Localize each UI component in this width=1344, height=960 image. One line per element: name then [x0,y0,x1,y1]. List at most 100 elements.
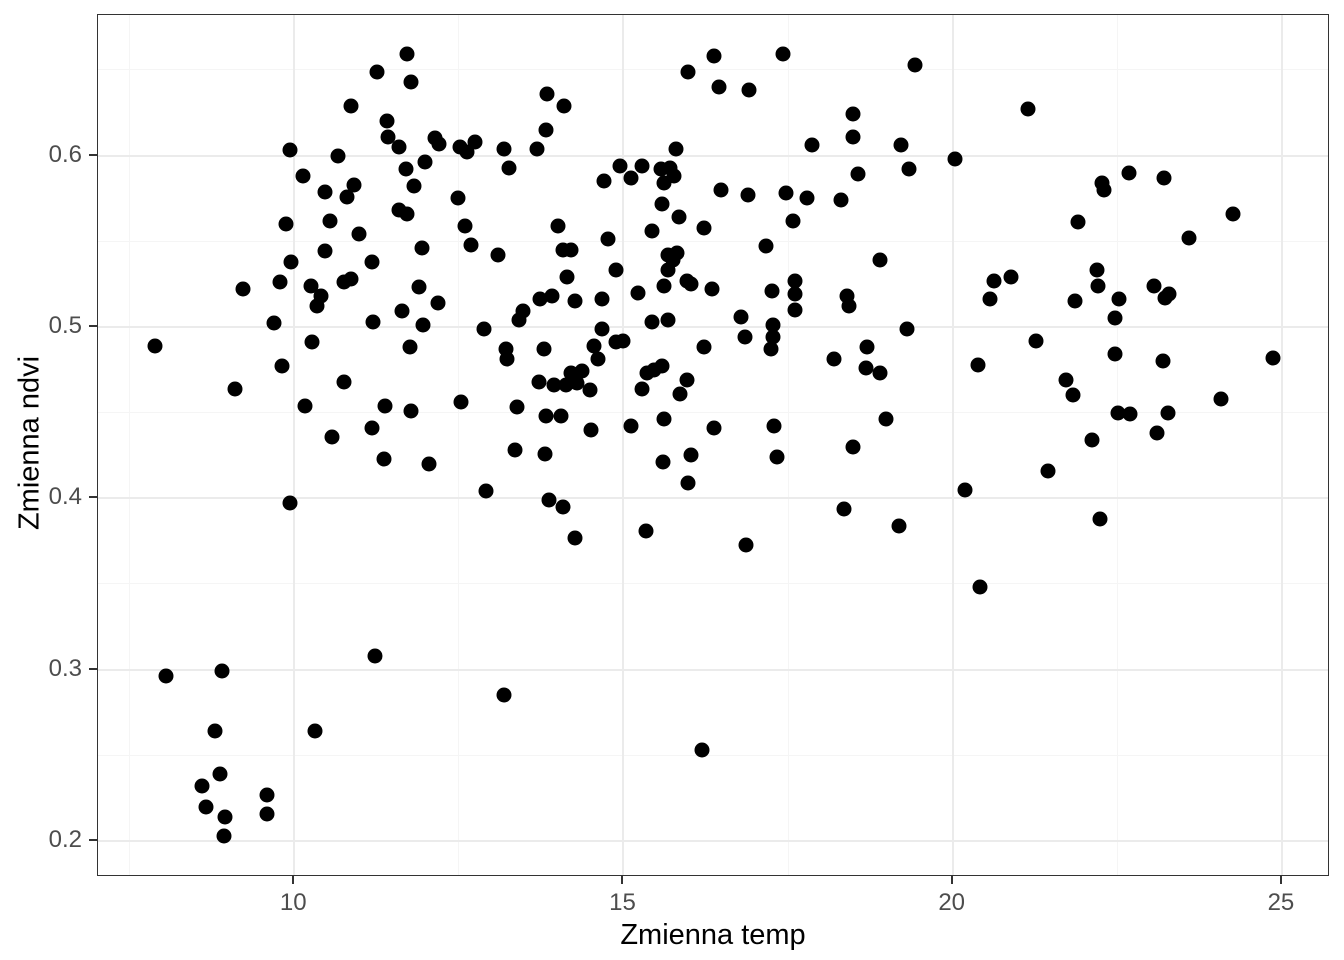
data-point [431,136,447,152]
data-point [683,276,699,292]
data-point [538,408,554,424]
data-point [467,134,483,150]
data-point [765,317,781,333]
data-point [457,218,473,234]
data-point [656,278,672,294]
y-tick-label: 0.2 [48,826,82,853]
y-tick-label: 0.4 [48,483,82,511]
data-point [274,358,290,374]
data-point [496,141,512,157]
data-point [654,358,670,374]
data-point [1040,463,1056,479]
data-point [1181,230,1197,246]
data-point [1096,182,1112,198]
data-point [536,341,552,357]
y-tick-label: 0.6 [48,140,82,168]
data-point [421,456,437,472]
data-point [336,374,352,390]
data-point [733,309,749,325]
data-point [550,218,566,234]
data-point [297,398,313,414]
data-point [683,447,699,463]
data-point [1003,269,1019,285]
data-point [586,338,602,354]
data-point [694,742,710,758]
data-point [738,537,754,553]
data-point [596,173,612,189]
data-point [713,182,729,198]
data-point [833,192,849,208]
data-point [957,482,973,498]
data-point [600,231,616,247]
data-point [214,663,230,679]
data-point [1065,387,1081,403]
data-point [630,285,646,301]
gridline-y-major [98,840,1328,842]
data-point [398,161,414,177]
data-point [1090,278,1106,294]
data-point [282,495,298,511]
data-point [317,243,333,259]
gridline-y-minor [98,412,1328,414]
gridline-y-minor [98,69,1328,71]
data-point [317,184,333,199]
data-point [227,381,243,397]
data-point [704,281,720,297]
data-point [778,185,794,201]
data-point [559,269,575,285]
data-point [391,139,407,155]
plot-panel [97,14,1329,876]
y-tick-mark [89,839,97,841]
data-point [158,668,174,684]
data-point [623,418,639,434]
x-tick-mark [950,876,953,884]
data-point [758,238,774,254]
gridline-x-major [951,15,954,875]
gridline-y-minor [98,754,1328,756]
data-point [282,142,298,158]
data-point [668,141,684,157]
data-point [1146,278,1162,294]
data-point [364,254,380,270]
data-point [764,283,780,299]
gridline-x-minor [458,15,460,875]
data-point [379,113,395,129]
data-point [1156,170,1172,186]
data-point [656,411,672,427]
data-point [845,106,861,122]
data-point [845,129,861,145]
gridline-y-major [98,325,1328,328]
data-point [515,303,531,319]
data-point [380,129,396,145]
data-point [787,286,803,302]
data-point [1225,206,1241,222]
data-point [1160,405,1176,421]
data-point [594,321,610,337]
data-point [644,314,660,330]
data-point [1028,333,1044,349]
data-point [415,317,431,333]
data-point [763,341,779,357]
data-point [1084,432,1100,448]
data-point [376,451,392,467]
data-point [634,158,650,174]
data-point [307,723,323,739]
data-point [1265,350,1281,366]
data-point [654,196,670,211]
gridline-y-major [98,154,1328,157]
data-point [583,422,599,438]
data-point [563,242,579,258]
data-point [799,190,815,206]
data-point [403,403,419,419]
data-point [696,220,712,235]
data-point [259,787,275,803]
data-point [1149,425,1165,441]
data-point [711,79,727,95]
gridline-x-major [293,15,296,875]
data-point [878,411,894,427]
data-point [706,48,722,64]
data-point [339,189,355,205]
data-point [463,237,479,253]
data-point [1121,165,1136,181]
data-point [787,273,803,289]
